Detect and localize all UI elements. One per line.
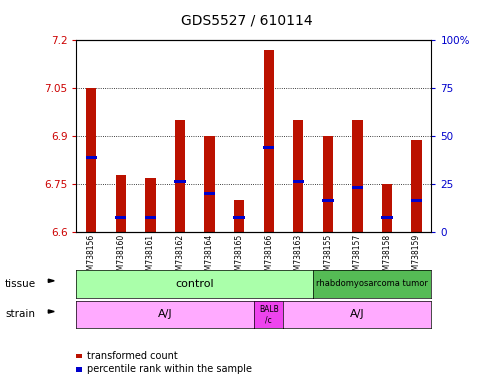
Bar — [234, 200, 245, 232]
Polygon shape — [48, 310, 54, 313]
Bar — [352, 186, 363, 189]
Bar — [292, 180, 304, 182]
Bar — [293, 120, 304, 232]
Bar — [322, 136, 333, 232]
Bar — [174, 180, 186, 182]
Bar — [233, 217, 245, 219]
Bar — [322, 199, 334, 202]
Bar — [381, 217, 393, 219]
Text: BALB
/c: BALB /c — [259, 305, 279, 324]
Bar — [144, 217, 156, 219]
Bar — [382, 184, 392, 232]
Text: rhabdomyosarcoma tumor: rhabdomyosarcoma tumor — [317, 279, 428, 288]
Bar — [175, 120, 185, 232]
Bar — [411, 139, 422, 232]
Text: tissue: tissue — [5, 279, 36, 289]
Text: strain: strain — [5, 310, 35, 319]
Bar — [352, 120, 362, 232]
Bar — [204, 192, 215, 195]
Text: control: control — [176, 279, 214, 289]
Bar — [115, 175, 126, 232]
Polygon shape — [48, 279, 54, 282]
Text: A/J: A/J — [350, 310, 365, 319]
Text: A/J: A/J — [158, 310, 173, 319]
Bar — [263, 146, 275, 149]
Bar — [411, 199, 423, 202]
Bar — [86, 88, 97, 232]
Bar — [204, 136, 214, 232]
Bar — [264, 50, 274, 232]
Text: percentile rank within the sample: percentile rank within the sample — [87, 364, 252, 374]
Bar — [145, 178, 156, 232]
Text: GDS5527 / 610114: GDS5527 / 610114 — [181, 13, 312, 27]
Bar — [115, 217, 127, 219]
Bar — [85, 156, 97, 159]
Text: transformed count: transformed count — [87, 351, 178, 361]
